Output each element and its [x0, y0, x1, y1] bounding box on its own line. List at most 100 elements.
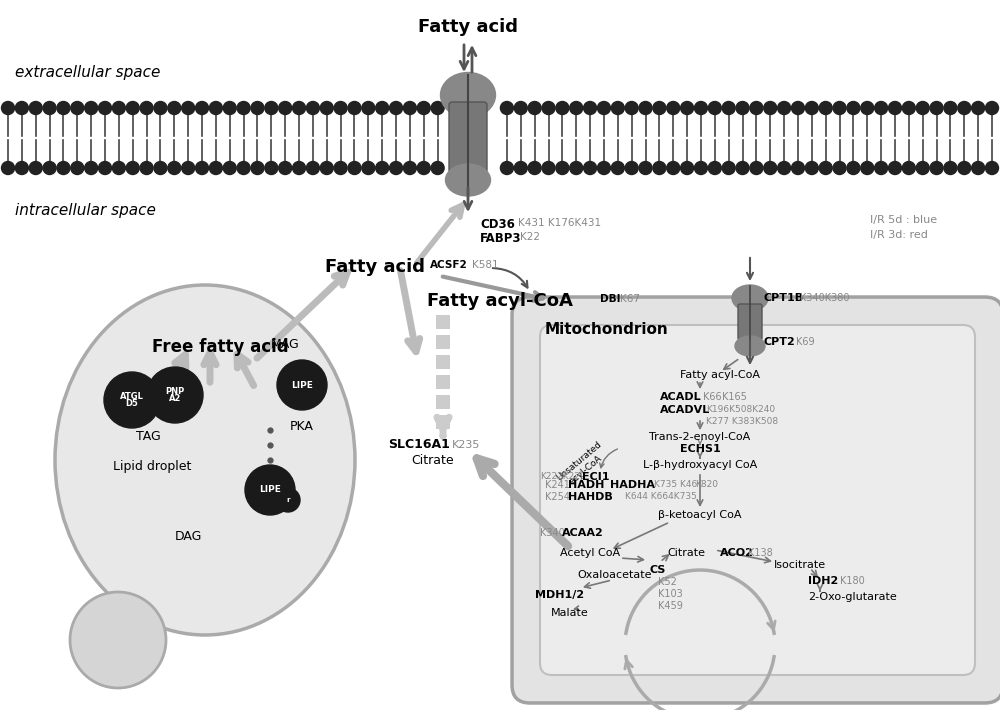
- Circle shape: [667, 161, 680, 175]
- Text: A2: A2: [169, 394, 181, 403]
- Text: Lipid droplet: Lipid droplet: [113, 460, 191, 473]
- Circle shape: [584, 161, 597, 175]
- Circle shape: [708, 161, 721, 175]
- Text: 2-Oxo-glutarate: 2-Oxo-glutarate: [808, 592, 897, 602]
- Circle shape: [154, 102, 167, 114]
- Text: K235: K235: [452, 440, 480, 450]
- Text: K66: K66: [703, 392, 722, 402]
- Circle shape: [778, 102, 791, 114]
- Circle shape: [764, 102, 777, 114]
- Text: Malate: Malate: [551, 608, 589, 618]
- Circle shape: [597, 102, 610, 114]
- Circle shape: [542, 102, 555, 114]
- Circle shape: [168, 102, 181, 114]
- Circle shape: [805, 161, 818, 175]
- Ellipse shape: [440, 72, 496, 117]
- Circle shape: [625, 161, 638, 175]
- Circle shape: [736, 102, 749, 114]
- Circle shape: [653, 161, 666, 175]
- Text: K67: K67: [620, 294, 640, 304]
- Circle shape: [306, 102, 319, 114]
- Circle shape: [888, 161, 901, 175]
- Text: DBI: DBI: [600, 294, 620, 304]
- Ellipse shape: [55, 285, 355, 635]
- Circle shape: [85, 161, 98, 175]
- FancyBboxPatch shape: [738, 304, 762, 340]
- Circle shape: [500, 161, 513, 175]
- Text: K581: K581: [472, 260, 499, 270]
- Circle shape: [126, 102, 139, 114]
- Circle shape: [85, 102, 98, 114]
- Circle shape: [15, 161, 28, 175]
- Circle shape: [265, 161, 278, 175]
- Circle shape: [2, 161, 14, 175]
- Text: PNP: PNP: [165, 387, 185, 395]
- Circle shape: [293, 161, 306, 175]
- Text: MAG: MAG: [271, 338, 299, 351]
- Text: Acetyl CoA: Acetyl CoA: [560, 548, 620, 558]
- Text: K735 K46: K735 K46: [654, 480, 697, 489]
- Text: FABP3: FABP3: [480, 232, 522, 245]
- Text: Citrate: Citrate: [667, 548, 705, 558]
- Text: Oxaloacetate: Oxaloacetate: [578, 570, 652, 580]
- Circle shape: [778, 161, 791, 175]
- Circle shape: [722, 161, 735, 175]
- Text: K820: K820: [695, 480, 718, 489]
- Text: K241: K241: [545, 480, 570, 490]
- Circle shape: [71, 102, 84, 114]
- Text: K222K229: K222K229: [540, 472, 586, 481]
- Circle shape: [542, 161, 555, 175]
- Circle shape: [237, 161, 250, 175]
- Circle shape: [196, 161, 209, 175]
- Ellipse shape: [446, 164, 490, 196]
- Circle shape: [293, 102, 306, 114]
- Circle shape: [112, 102, 125, 114]
- Text: K180: K180: [840, 576, 865, 586]
- FancyBboxPatch shape: [436, 335, 450, 349]
- Circle shape: [611, 161, 624, 175]
- FancyBboxPatch shape: [512, 297, 1000, 703]
- Text: Mitochondrion: Mitochondrion: [545, 322, 669, 337]
- Circle shape: [708, 102, 721, 114]
- Circle shape: [265, 102, 278, 114]
- FancyBboxPatch shape: [449, 102, 487, 173]
- Circle shape: [223, 102, 236, 114]
- Circle shape: [99, 161, 112, 175]
- Circle shape: [182, 102, 195, 114]
- Ellipse shape: [732, 285, 768, 311]
- Text: K644 K664K735: K644 K664K735: [625, 492, 697, 501]
- Circle shape: [417, 161, 430, 175]
- Text: I/R 3d: red: I/R 3d: red: [870, 230, 928, 240]
- Circle shape: [944, 102, 957, 114]
- Circle shape: [833, 161, 846, 175]
- Circle shape: [70, 592, 166, 688]
- Text: HADH: HADH: [568, 480, 604, 490]
- Circle shape: [570, 102, 583, 114]
- Circle shape: [99, 102, 112, 114]
- Circle shape: [986, 161, 998, 175]
- Text: PKA: PKA: [290, 420, 314, 433]
- Circle shape: [819, 161, 832, 175]
- Circle shape: [140, 102, 153, 114]
- Text: IDH2: IDH2: [808, 576, 838, 586]
- Text: CD36: CD36: [480, 218, 515, 231]
- Circle shape: [736, 161, 749, 175]
- Circle shape: [875, 102, 888, 114]
- Circle shape: [277, 360, 327, 410]
- Circle shape: [104, 372, 160, 428]
- Circle shape: [930, 161, 943, 175]
- Circle shape: [861, 102, 874, 114]
- Circle shape: [514, 102, 527, 114]
- Circle shape: [972, 102, 985, 114]
- Circle shape: [348, 102, 361, 114]
- Circle shape: [584, 102, 597, 114]
- Circle shape: [750, 102, 763, 114]
- Circle shape: [71, 161, 84, 175]
- Circle shape: [362, 102, 375, 114]
- Text: r: r: [286, 497, 290, 503]
- Text: CS: CS: [650, 565, 666, 575]
- Circle shape: [667, 102, 680, 114]
- Text: K277 K383K508: K277 K383K508: [706, 417, 778, 426]
- FancyBboxPatch shape: [436, 315, 450, 329]
- Circle shape: [902, 102, 915, 114]
